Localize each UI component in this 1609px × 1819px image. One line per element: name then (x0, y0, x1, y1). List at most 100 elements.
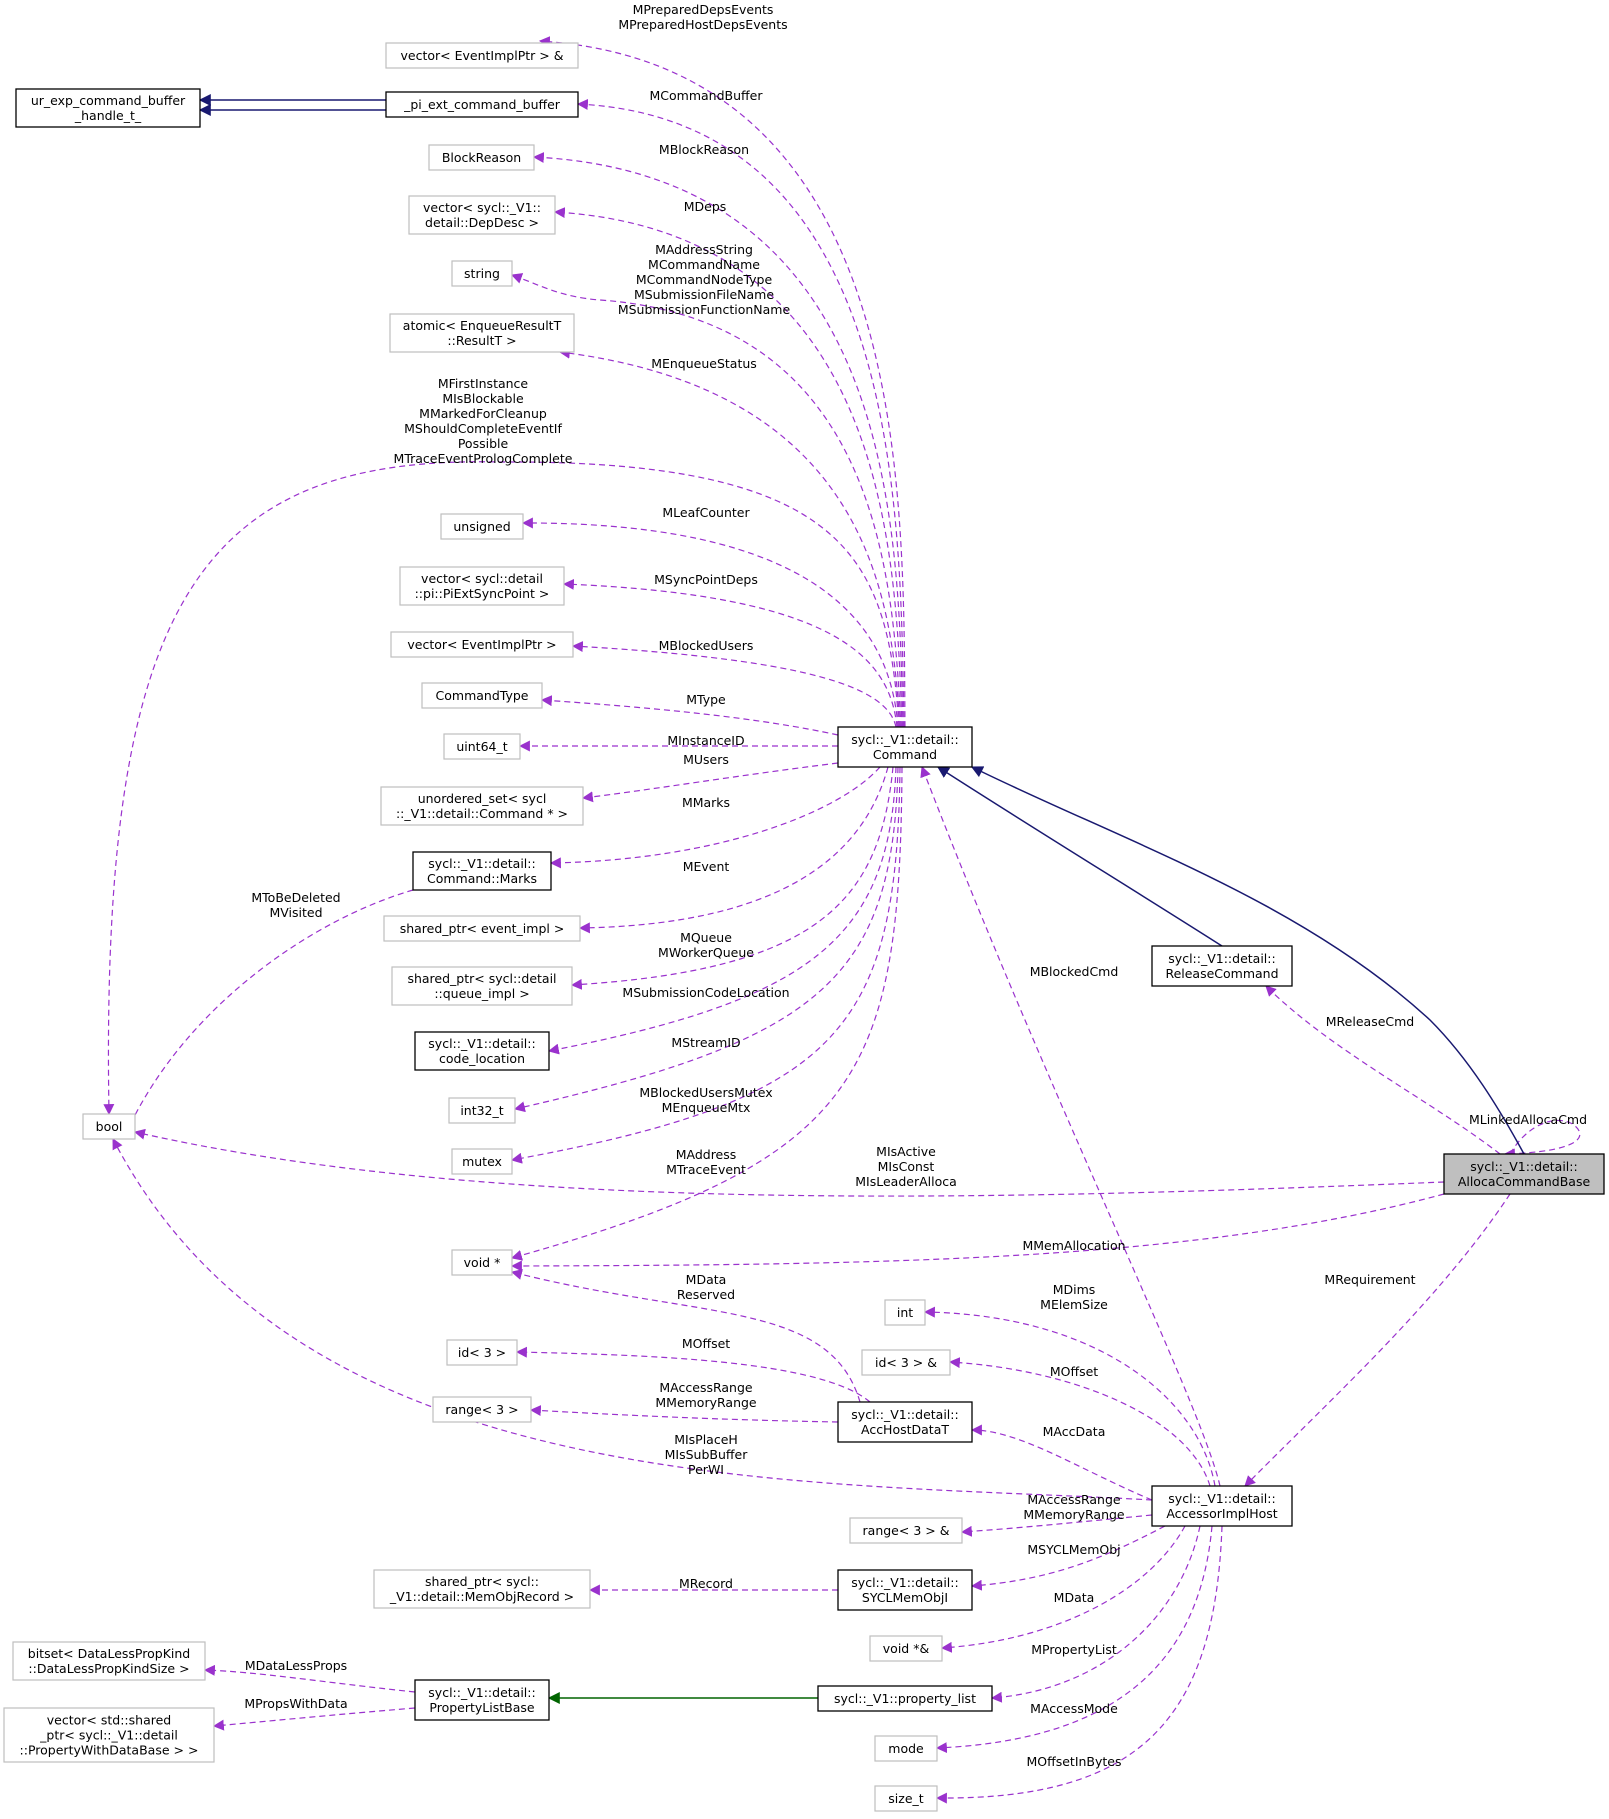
node-label: mode (888, 1741, 924, 1756)
node-label-line: bool (96, 1119, 123, 1134)
edge-command-to-int32 (513, 766, 899, 1113)
node-voidp: void * (451, 1249, 513, 1276)
node-label: size_t (888, 1791, 923, 1806)
node-blockreason: BlockReason (428, 144, 535, 171)
node-cmdtype: CommandType (421, 682, 543, 709)
edge-command-to-syncpoint (562, 578, 898, 728)
node-box (385, 91, 579, 118)
node-plbase[interactable]: sycl::_V1::detail:: PropertyListBase (414, 1679, 550, 1721)
edge-label-line: MData (1054, 1590, 1095, 1605)
node-syclmem[interactable]: sycl::_V1::detail:: SYCLMemObjI (837, 1569, 973, 1611)
node-label-line: shared_ptr< sycl::detail (407, 971, 556, 986)
node-label: CommandType (436, 688, 529, 703)
node-mutex: mutex (451, 1148, 513, 1175)
node-box (446, 1339, 518, 1366)
edge-label-line: MCommandBuffer (650, 88, 764, 103)
node-box (421, 682, 543, 709)
node-label: sycl::_V1::detail:: ReleaseCommand (1165, 951, 1278, 981)
node-codeloc[interactable]: sycl::_V1::detail:: code_location (414, 1031, 550, 1071)
edge-label-line: MDeps (684, 199, 727, 214)
edge-label: MQueue MWorkerQueue (658, 930, 754, 960)
node-label: sycl::_V1::detail:: AccessorImplHost (1166, 1491, 1277, 1521)
node-label-line: bitset< DataLessPropKind (28, 1646, 190, 1661)
edge-label-line: MSubmissionFunctionName (618, 302, 791, 317)
edge-plbase-to-vecprops (212, 1707, 416, 1731)
node-box (390, 631, 574, 658)
node-picmdbuf[interactable]: _pi_ext_command_buffer (385, 91, 579, 118)
node-label: sycl::_V1::detail:: PropertyListBase (428, 1685, 535, 1715)
edge-label-line: PerWI (688, 1462, 724, 1477)
edge-command-to-cmdtype (540, 695, 839, 736)
edge-label-line: MElemSize (1040, 1297, 1108, 1312)
edge-label-line: MIsConst (878, 1159, 935, 1174)
edge-label: MType (686, 692, 726, 707)
node-box (874, 1785, 938, 1812)
node-label: sycl::_V1::detail:: AccHostDataT (851, 1407, 958, 1437)
node-box (82, 1113, 136, 1140)
node-label-line: Command (873, 747, 937, 762)
edge-marks-to-bool (122, 889, 414, 1140)
node-label-line: ::_V1::detail::Command * > (396, 806, 568, 821)
edge-label: MSYCLMemObj (1027, 1542, 1120, 1557)
node-id3: id< 3 > (446, 1339, 518, 1366)
node-box (412, 851, 552, 891)
edge-label-line: MDataLessProps (245, 1658, 347, 1673)
edge-label-line: Reserved (677, 1287, 735, 1302)
edge-label-line: MSyncPointDeps (654, 572, 758, 587)
edge-label-line: MIsBlockable (442, 391, 524, 406)
edge-label-line: MMemAllocation (1022, 1238, 1125, 1253)
node-label-line: int32_t (460, 1103, 503, 1118)
edge-allocacmd-to-allocacmd (1503, 1119, 1581, 1160)
node-label: vector< sycl::_V1:: detail::DepDesc > (423, 200, 541, 230)
edge-command-to-blockreason (532, 152, 904, 728)
node-acchost[interactable]: sycl::_V1::detail:: AccHostDataT (837, 1401, 973, 1443)
edge-label: MRecord (679, 1576, 733, 1591)
node-marks[interactable]: sycl::_V1::detail:: Command::Marks (412, 851, 552, 891)
node-box (451, 260, 513, 287)
edges (103, 36, 1581, 1804)
edge-label-line: MTraceEventPrologComplete (394, 451, 573, 466)
edge-label-line: MFirstInstance (438, 376, 529, 391)
edge-label: MPropertyList (1031, 1642, 1117, 1657)
node-label-line: mode (888, 1741, 924, 1756)
edge-label-line: MData (686, 1272, 727, 1287)
node-release[interactable]: sycl::_V1::detail:: ReleaseCommand (1151, 945, 1293, 987)
node-label-line: unordered_set< sycl (418, 791, 547, 806)
edge-label: MAddress MTraceEvent (666, 1147, 746, 1177)
edge-allocacmd-to-command (970, 766, 1525, 1155)
node-label-line: SYCLMemObjI (862, 1590, 948, 1605)
node-label-line: ::ResultT > (447, 333, 516, 348)
node-label-line: PropertyListBase (429, 1700, 534, 1715)
node-label-line: range< 3 > & (863, 1523, 950, 1538)
node-command[interactable]: sycl::_V1::detail:: Command (837, 726, 973, 768)
edge-accimpl-to-command (920, 765, 1221, 1487)
edge-label: MReleaseCmd (1326, 1014, 1414, 1029)
node-urcmdbuf[interactable]: ur_exp_command_buffer _handle_t_ (15, 88, 201, 128)
node-accimpl[interactable]: sycl::_V1::detail:: AccessorImplHost (1151, 1485, 1293, 1527)
node-box (389, 313, 575, 353)
node-box (874, 1735, 938, 1762)
node-spevent: shared_ptr< event_impl > (383, 915, 581, 942)
node-allocacmd[interactable]: sycl::_V1::detail:: AllocaCommandBase (1443, 1153, 1605, 1195)
edge-label: MAccData (1043, 1424, 1106, 1439)
node-box (443, 733, 521, 760)
edge-label-line: MMemoryRange (655, 1395, 757, 1410)
edge-label-line: MCommandNodeType (636, 272, 773, 287)
edge-accimpl-to-acchost (970, 1424, 1153, 1501)
node-label-line: int (897, 1305, 913, 1320)
node-box (1443, 1153, 1605, 1195)
edge-label: MRequirement (1324, 1272, 1415, 1287)
node-vecprops: vector< std::shared _ptr< sycl::_V1::deta… (3, 1707, 215, 1763)
edge-accimpl-to-mode (935, 1525, 1213, 1754)
edge-command-to-uset (581, 762, 839, 803)
edge-label: MBlockedCmd (1030, 964, 1119, 979)
edge-label: MBlockedUsers (659, 638, 754, 653)
edge-command-to-mutex (510, 766, 901, 1164)
edge-label: MAccessRange MMemoryRange (655, 1380, 757, 1410)
node-label-line: sycl::_V1::detail:: (1168, 1491, 1275, 1506)
node-label: shared_ptr< sycl:: _V1::detail::MemObjRec… (389, 1574, 574, 1604)
node-proplist[interactable]: sycl::_V1::property_list (817, 1685, 993, 1712)
node-label-line: void * (464, 1255, 501, 1270)
node-int: int (884, 1299, 926, 1326)
